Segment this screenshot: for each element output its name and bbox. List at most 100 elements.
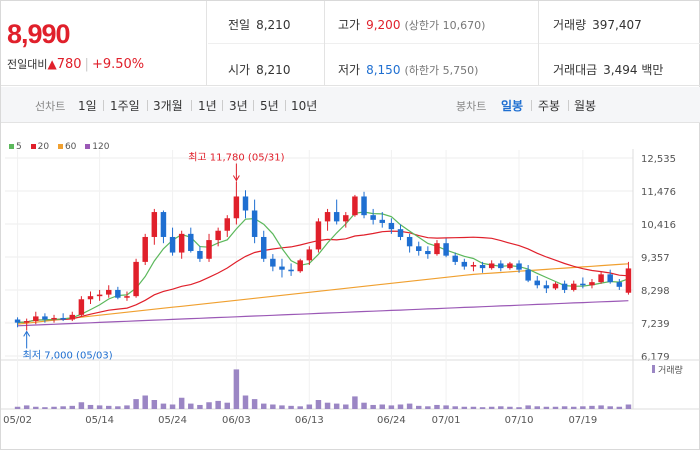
max-arrow-icon — [232, 175, 240, 182]
candle-body — [525, 269, 531, 281]
change-label: 전일대비 — [7, 58, 48, 71]
candle-body — [197, 250, 203, 259]
divider — [568, 100, 569, 111]
candle-body — [488, 263, 495, 269]
candle-daily-button[interactable]: 일봉 — [501, 99, 524, 113]
high-label: 고가 — [338, 18, 361, 32]
candle-body — [589, 282, 595, 286]
divider — [103, 100, 104, 111]
period-1y-button[interactable]: 1년 — [198, 99, 217, 113]
volume-bar — [60, 406, 66, 409]
candle-body — [516, 263, 522, 270]
volume-bar — [324, 402, 331, 409]
legend-swatch — [9, 143, 14, 149]
legend-ma60-label: 60 — [64, 142, 77, 152]
volume-bar — [397, 404, 404, 409]
period-1w-button[interactable]: 1주일 — [110, 99, 140, 113]
candle-body — [160, 212, 167, 237]
x-tick-label: 05/24 — [158, 415, 187, 426]
volume-bar — [434, 404, 440, 409]
candle-body — [507, 263, 513, 269]
candle-body — [352, 196, 358, 216]
candle-body — [106, 289, 112, 295]
quote-header: 8,990 전일대비▲780 | +9.50% 전일 8,210 시가 8,210 고가… — [1, 1, 700, 86]
candle-body — [580, 283, 586, 286]
volume-bar — [507, 406, 513, 409]
divider — [324, 1, 325, 86]
volume-bar — [69, 405, 75, 409]
candle-body — [23, 321, 30, 323]
max-annotation: 최고 11,780 (05/31) — [188, 152, 284, 164]
current-price: 8,990 — [7, 19, 71, 49]
volume-bar — [288, 405, 294, 409]
divider — [222, 100, 223, 111]
volume-bar — [51, 406, 57, 409]
candle-body — [552, 283, 559, 289]
legend-ma120-label: 120 — [92, 142, 110, 152]
volume-bar — [571, 406, 577, 409]
candle-body — [498, 263, 504, 269]
candle-body — [33, 316, 39, 322]
open-stat: 시가 8,210 — [228, 61, 290, 78]
candle-body — [333, 212, 340, 222]
candle-monthly-button[interactable]: 월봉 — [574, 99, 597, 113]
period-3y-button[interactable]: 3년 — [229, 99, 248, 113]
y-tick-label: 11,476 — [641, 187, 676, 198]
volume-bar — [133, 399, 139, 409]
volume-bar — [516, 407, 522, 409]
volume-bar — [224, 402, 230, 409]
volume-bar — [115, 406, 121, 409]
line-chart-label: 선차트 — [35, 100, 66, 113]
volume-bar — [251, 399, 258, 409]
volume-bar — [42, 407, 48, 409]
upper-limit: (상한가 10,670) — [404, 19, 486, 32]
candle-body — [598, 274, 604, 283]
divider — [538, 1, 539, 86]
volume-bar — [479, 407, 486, 409]
legend-swatch — [85, 143, 91, 149]
x-tick-label: 07/01 — [432, 415, 461, 426]
candle-body — [406, 236, 413, 247]
candle-body — [370, 215, 376, 220]
legend-swatch — [57, 143, 63, 149]
candle-weekly-button[interactable]: 주봉 — [538, 99, 561, 113]
prev-close-stat: 전일 8,210 — [228, 16, 290, 33]
chart-canvas[interactable]: 12,535 11,476 10,416 9,357 8,298 7,239 6,179 05… — [1, 124, 700, 451]
candle-body — [452, 255, 458, 262]
volume-bar — [106, 405, 112, 409]
candle-body — [151, 212, 158, 237]
volume-bar — [552, 406, 559, 409]
period-1d-button[interactable]: 1일 — [78, 99, 97, 113]
volume-bar — [142, 395, 148, 409]
volume-label: 거래량 — [658, 364, 683, 376]
period-10y-button[interactable]: 10년 — [291, 99, 318, 113]
volume-bar — [261, 403, 267, 409]
volume-bar — [96, 405, 103, 409]
candle-body — [224, 218, 230, 231]
candle-body — [251, 210, 258, 237]
volume-bar — [315, 400, 322, 409]
volume-bar — [625, 404, 632, 409]
x-tick-label: 06/24 — [377, 415, 406, 426]
price-chart[interactable]: 5 20 60 120 12,535 11,476 10,416 9,357 8,298… — [1, 124, 700, 451]
candle-body — [215, 230, 221, 241]
candle-body — [78, 299, 85, 315]
period-3m-button[interactable]: 3개월 — [153, 99, 183, 113]
y-tick-label: 6,179 — [641, 352, 670, 363]
volume-bar — [197, 404, 203, 409]
candle-body — [343, 215, 349, 222]
candle-body — [96, 294, 103, 297]
divider — [285, 100, 286, 111]
ma-legend: 5 20 60 120 — [9, 142, 115, 152]
candle-body — [69, 314, 75, 320]
period-5y-button[interactable]: 5년 — [260, 99, 279, 113]
legend-ma120: 120 — [85, 142, 109, 152]
candle-body — [625, 268, 632, 293]
candle-body — [188, 233, 194, 251]
candle-body — [425, 250, 431, 255]
min-arrow-icon — [23, 330, 31, 337]
candle-body — [434, 243, 440, 255]
volume-bar — [78, 402, 85, 409]
x-tick-label: 07/19 — [568, 415, 597, 426]
volume-legend-swatch — [652, 365, 655, 373]
